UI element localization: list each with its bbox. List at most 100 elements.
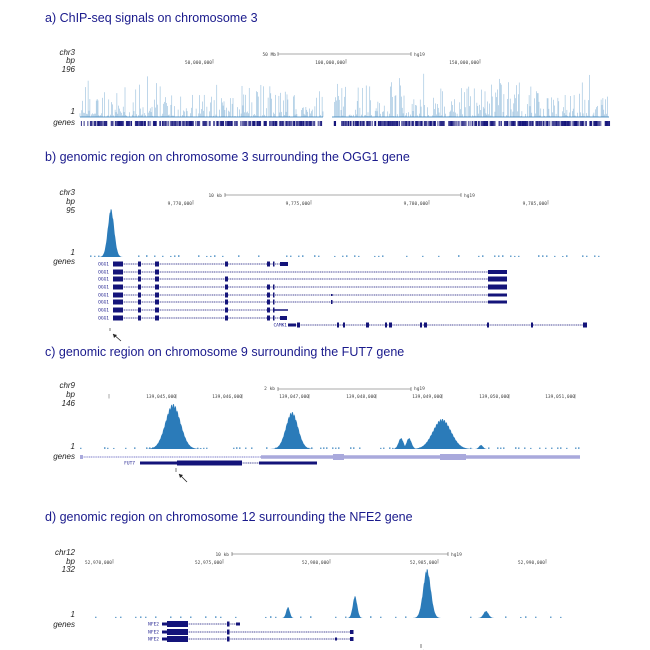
signal-noise <box>422 255 424 257</box>
gene-block <box>388 121 391 126</box>
signal-noise <box>258 255 260 257</box>
gene-block <box>216 121 219 126</box>
gene-block <box>248 121 250 126</box>
gene-block <box>236 121 238 126</box>
assembly-label: hg19 <box>464 193 475 199</box>
signal-noise <box>332 447 334 449</box>
assembly-label: hg19 <box>451 552 462 558</box>
gene-block <box>300 121 303 126</box>
signal-noise <box>206 255 208 257</box>
gene-block <box>363 121 366 126</box>
gene-block <box>308 121 311 126</box>
gene-block <box>431 121 433 126</box>
signal-noise <box>389 447 391 449</box>
gene-block <box>183 121 185 126</box>
gene-exon <box>337 322 339 328</box>
gene-exon <box>225 261 228 267</box>
gene-exon <box>350 637 354 641</box>
gene-block <box>456 121 458 126</box>
gene-exon <box>113 276 123 282</box>
signal-noise <box>107 447 109 449</box>
gene-block <box>377 121 380 126</box>
signal-noise <box>598 255 600 257</box>
gene-exon <box>420 322 422 328</box>
gene-block <box>187 121 189 126</box>
gene-name: OGG1 <box>98 285 109 291</box>
genes-label: genes <box>53 257 75 266</box>
gene-block <box>348 121 350 126</box>
gene-block <box>94 121 97 126</box>
gene-block <box>118 121 121 126</box>
gene-block <box>259 121 262 126</box>
gene-block <box>186 121 188 126</box>
gene-block <box>243 121 246 126</box>
signal-noise <box>138 255 140 257</box>
gene-block <box>224 121 227 126</box>
gene-exon <box>488 300 507 304</box>
gene-block <box>391 121 393 126</box>
gene-block <box>565 121 567 126</box>
gene-block <box>501 121 503 126</box>
gene-block <box>350 121 352 126</box>
gene-block <box>289 121 292 126</box>
gene-exon <box>331 300 333 304</box>
gene-block <box>179 121 182 126</box>
gene-block <box>568 121 570 126</box>
scale-label: 50 Mb <box>262 52 276 58</box>
tick-label: 139,049,000 <box>412 394 442 400</box>
gene-block <box>354 121 357 126</box>
gene-block <box>442 121 444 126</box>
gene-block <box>280 121 282 126</box>
gene-block <box>539 121 541 126</box>
signal-noise <box>214 255 216 257</box>
genes-label: genes <box>53 118 75 127</box>
signal-peak <box>411 569 443 618</box>
signal-noise <box>98 255 100 257</box>
gene-block <box>302 121 304 126</box>
gene-exon <box>389 322 392 328</box>
gene-exon <box>440 454 466 460</box>
gene-block <box>526 121 528 126</box>
gene-block <box>389 121 392 126</box>
gene-block <box>296 121 298 126</box>
gene-block <box>87 121 89 126</box>
gene-block <box>352 121 355 126</box>
gene-block <box>161 121 164 126</box>
gene-block <box>449 121 451 126</box>
gene-block <box>469 121 471 126</box>
gene-block <box>430 121 431 126</box>
gene-block <box>548 121 551 126</box>
gene-block <box>404 121 407 126</box>
gene-block <box>580 121 582 126</box>
gene-exon <box>227 621 230 627</box>
tick-label: 9,770,000 <box>168 201 193 207</box>
chrom-label: chr9 <box>59 381 75 390</box>
signal-noise <box>380 447 382 449</box>
gene-block <box>606 121 608 126</box>
signal-noise <box>140 616 142 618</box>
gene-block <box>319 121 321 126</box>
signal-noise <box>515 447 517 449</box>
signal-noise <box>518 447 520 449</box>
gene-block <box>504 121 507 126</box>
gene-exon <box>333 454 344 460</box>
gene-name: OGG1 <box>98 277 109 283</box>
gene-block <box>303 121 305 126</box>
gene-block <box>110 121 113 126</box>
signal-noise <box>518 255 520 257</box>
gene-block <box>450 121 453 126</box>
signal-noise <box>478 255 480 257</box>
signal-noise <box>525 616 527 618</box>
gene-name: FUT7 <box>124 461 135 467</box>
gene-block <box>525 121 527 126</box>
gene-block <box>144 121 146 126</box>
gene-block <box>113 121 115 126</box>
gene-block <box>443 121 445 126</box>
gene-block <box>368 121 370 126</box>
gene-block <box>415 121 418 126</box>
signal-noise <box>350 447 352 449</box>
signal-peak <box>391 438 411 449</box>
arrow-head-icon <box>113 334 117 338</box>
signal-peak <box>280 607 296 618</box>
gene-block <box>577 121 579 126</box>
